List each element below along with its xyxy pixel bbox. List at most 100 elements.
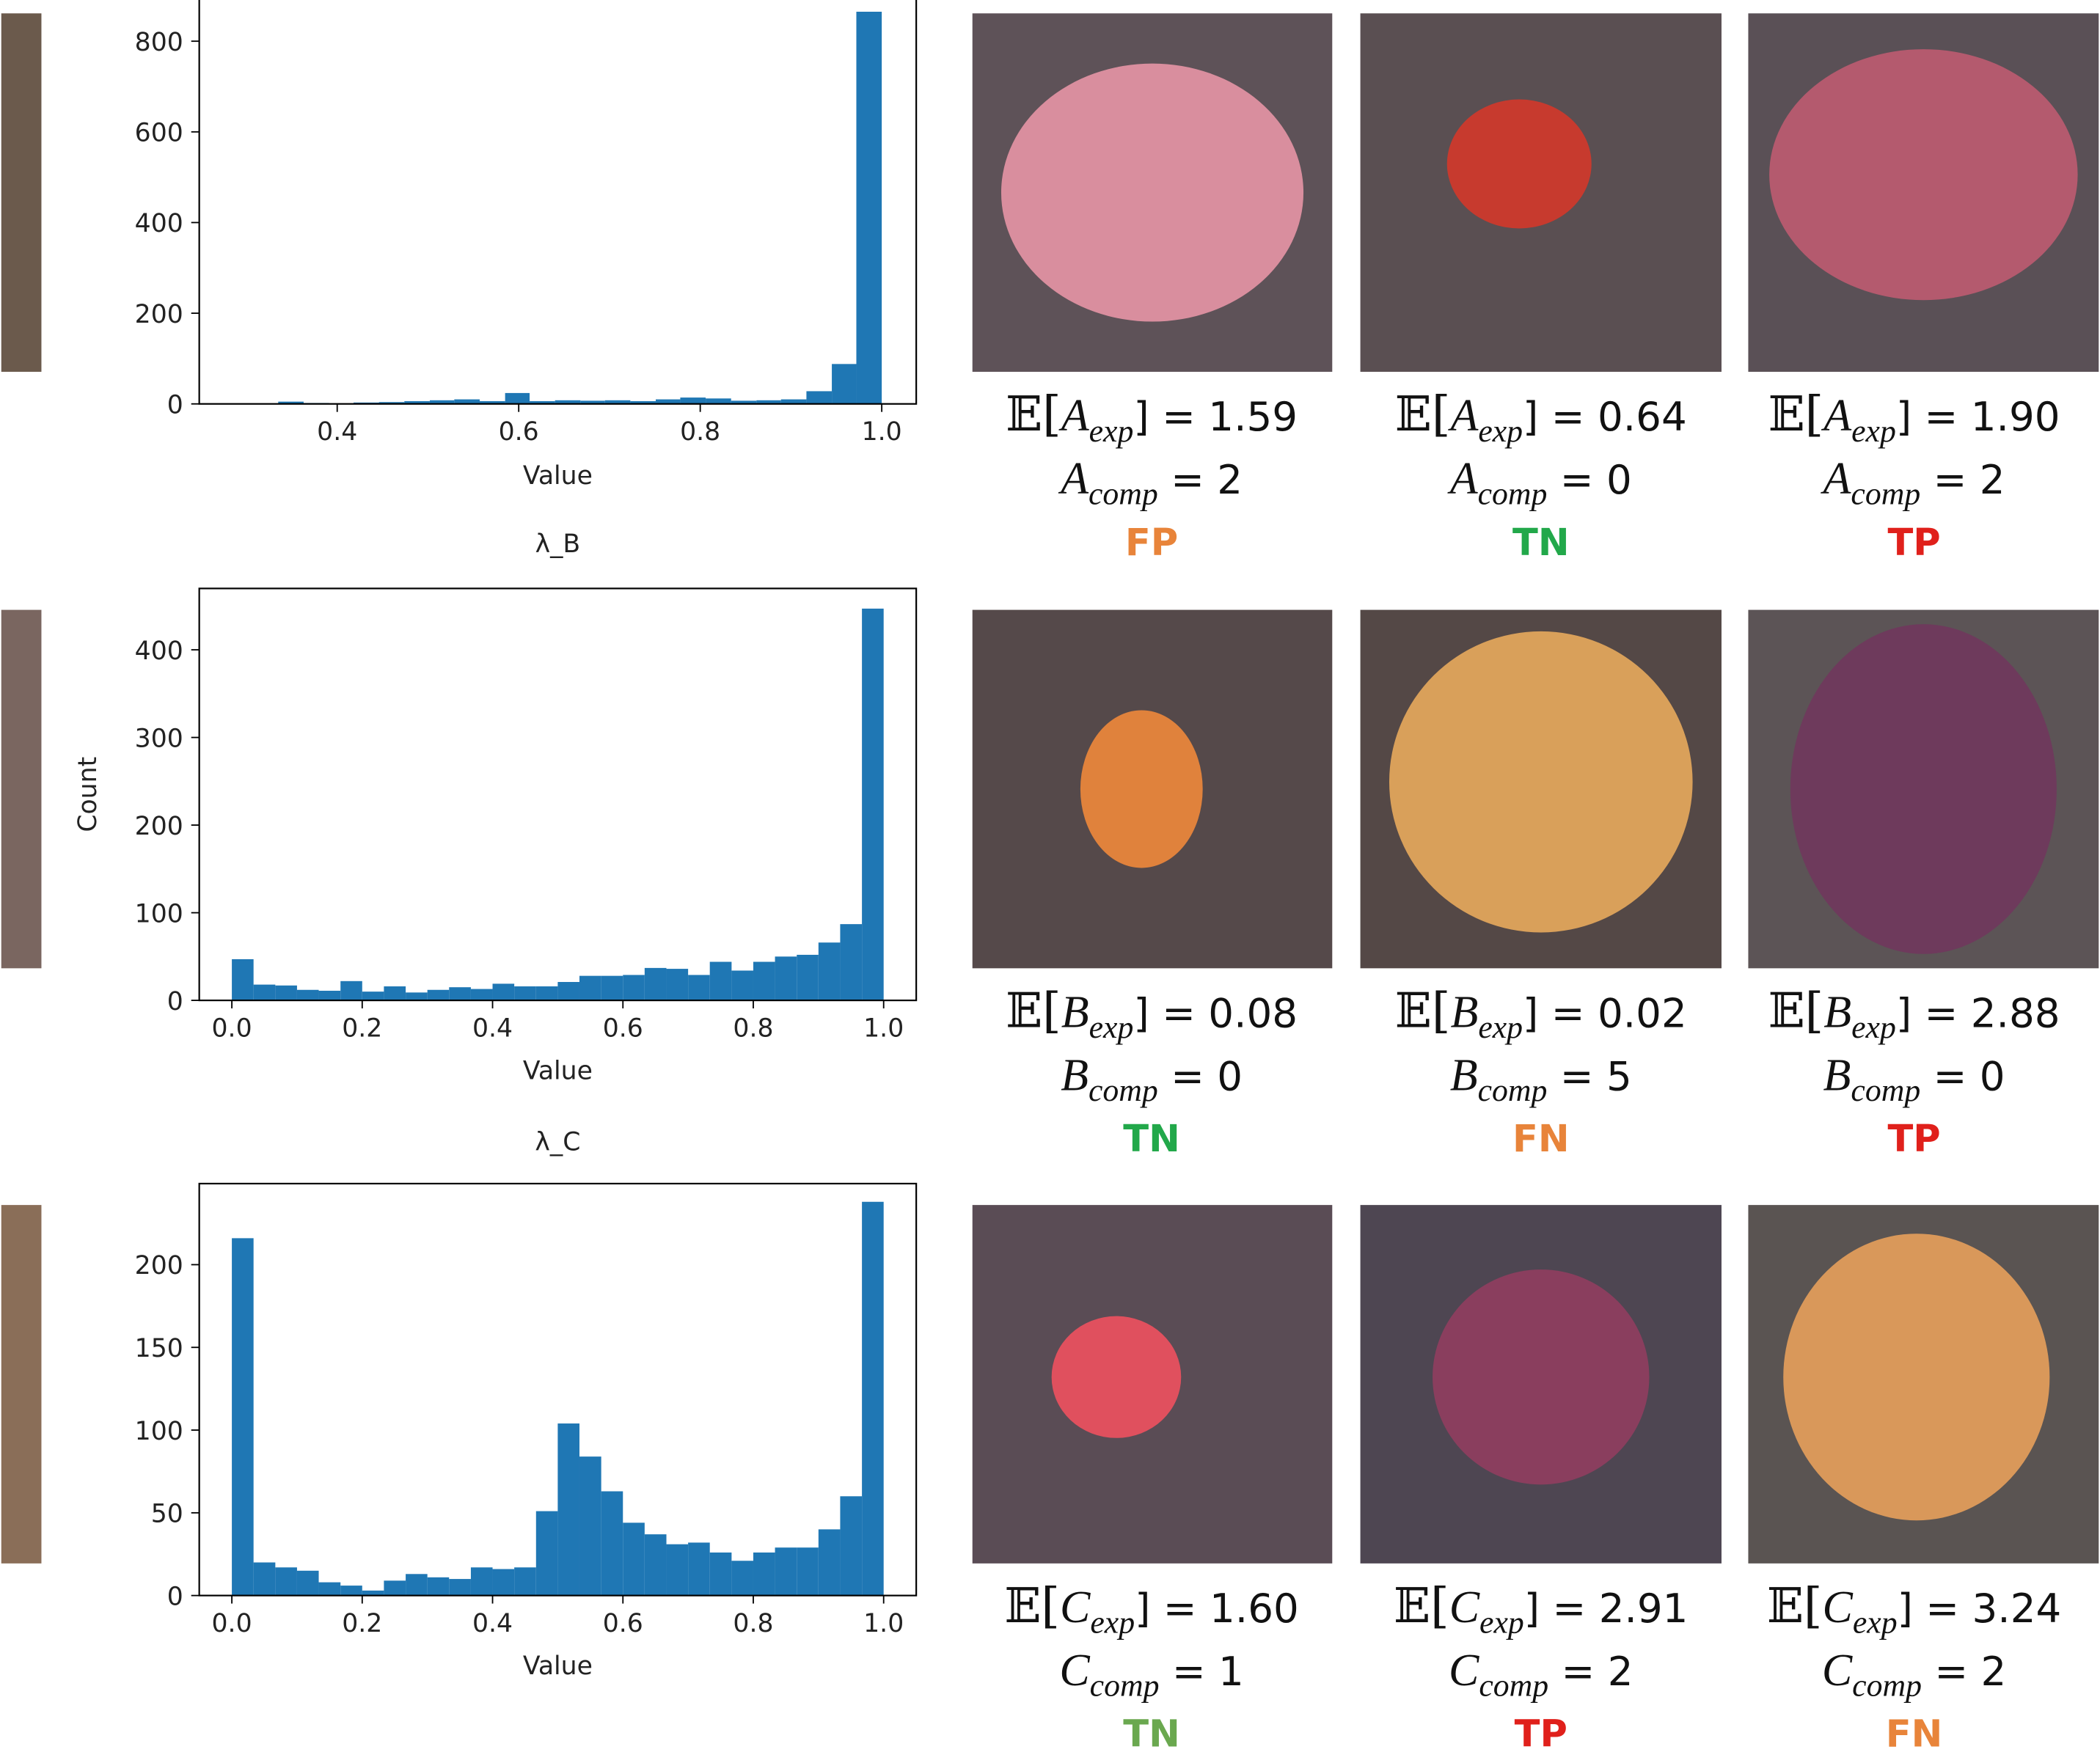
symbol: A xyxy=(1821,454,1852,504)
bar xyxy=(840,924,862,1000)
component-value: = 2 xyxy=(1158,456,1243,503)
x-tick-label: 0.8 xyxy=(733,1609,773,1638)
image-panel xyxy=(973,13,1333,372)
y-tick-label: 800 xyxy=(135,28,183,57)
y-tick-label: 300 xyxy=(135,724,183,753)
x-tick-label: 0.6 xyxy=(603,1014,643,1043)
bar xyxy=(688,975,710,1000)
subscript: comp xyxy=(1089,477,1158,512)
y-tick-label: 0 xyxy=(167,1582,183,1611)
expectation-caption: 𝔼[Bexp] = 0.08 xyxy=(1006,983,1298,1046)
expectation-value: ] = 2.91 xyxy=(1524,1585,1689,1632)
component-value: = 1 xyxy=(1159,1648,1243,1695)
cropped-image xyxy=(1,610,42,969)
bar xyxy=(493,983,515,1000)
bar xyxy=(623,1522,645,1595)
bar xyxy=(493,1569,515,1596)
outcome-label: FP xyxy=(1125,521,1178,565)
expectation-value: ] = 1.60 xyxy=(1135,1585,1299,1632)
bar xyxy=(232,959,254,1000)
bar xyxy=(362,992,384,1000)
subscript: exp xyxy=(1853,1605,1898,1641)
y-tick-label: 200 xyxy=(135,300,183,329)
bar xyxy=(806,391,832,403)
bar xyxy=(856,12,882,404)
bar xyxy=(819,1529,841,1595)
expectation-caption: 𝔼[Bexp] = 0.02 xyxy=(1395,983,1687,1046)
outcome-label: FN xyxy=(1886,1713,1943,1752)
component-value: = 0 xyxy=(1547,456,1631,503)
x-tick-label: 1.0 xyxy=(862,417,902,447)
symbol: B xyxy=(1061,988,1089,1038)
lesion xyxy=(1080,710,1203,868)
subscript: comp xyxy=(1479,1668,1548,1703)
symbol: B xyxy=(1450,988,1478,1038)
x-tick-label: 0.4 xyxy=(472,1014,513,1043)
expectation-caption: 𝔼[Aexp] = 1.90 xyxy=(1768,386,2060,449)
component-value: = 2 xyxy=(1548,1648,1633,1695)
component-value: = 5 xyxy=(1547,1052,1631,1099)
y-tick-label: 400 xyxy=(135,209,183,238)
bar xyxy=(680,397,706,404)
symbol: C xyxy=(1449,1583,1480,1632)
subscript: exp xyxy=(1479,1605,1524,1641)
subscript: exp xyxy=(1478,1010,1523,1045)
expectation-value: ] = 1.59 xyxy=(1133,393,1298,440)
image-panel xyxy=(1361,1205,1722,1564)
cropped-image xyxy=(1,13,42,372)
bar xyxy=(297,1571,319,1596)
bar xyxy=(645,1534,667,1595)
outcome-label: TN xyxy=(1123,1118,1180,1161)
symbol: C xyxy=(1822,1646,1853,1696)
component-value: = 0 xyxy=(1158,1052,1243,1099)
x-tick-label: 0.6 xyxy=(499,417,539,447)
subscript: exp xyxy=(1089,414,1134,449)
image-panel xyxy=(973,1205,1333,1564)
x-tick-label: 0.2 xyxy=(342,1014,382,1043)
x-tick-label: 0.8 xyxy=(680,417,720,447)
bar xyxy=(384,986,406,1000)
subscript: comp xyxy=(1851,477,1920,512)
bar xyxy=(514,1567,536,1595)
outcome-label: TN xyxy=(1512,521,1570,565)
bar xyxy=(557,1423,579,1596)
lesion xyxy=(1389,631,1693,933)
lesion xyxy=(1001,64,1303,322)
symbol: C xyxy=(1060,1583,1091,1632)
symbol: A xyxy=(1447,391,1479,441)
bar xyxy=(840,1496,862,1595)
expectation-value: ] = 1.90 xyxy=(1896,393,2060,440)
x-tick-label: 0.4 xyxy=(472,1609,513,1638)
outcome-label: FN xyxy=(1512,1118,1570,1161)
lesion xyxy=(1790,624,2057,954)
symbol: B xyxy=(1823,1050,1851,1100)
bar xyxy=(797,1547,819,1595)
y-tick-label: 100 xyxy=(135,899,183,928)
bar xyxy=(297,990,319,1000)
lesion xyxy=(1447,100,1592,229)
symbol: B xyxy=(1061,1050,1089,1100)
bar xyxy=(406,1574,428,1595)
subscript: exp xyxy=(1478,414,1523,449)
expectation-value: ] = 3.24 xyxy=(1898,1585,2062,1632)
bar xyxy=(710,1553,732,1596)
bar xyxy=(232,1238,254,1595)
bar xyxy=(645,968,667,1000)
subscript: exp xyxy=(1089,1010,1134,1045)
bar xyxy=(862,1202,884,1596)
bar xyxy=(731,1561,753,1595)
expectation-prefix: 𝔼[ xyxy=(1395,386,1451,442)
expectation-value: ] = 2.88 xyxy=(1896,990,2060,1037)
bar xyxy=(667,1544,689,1596)
image-panel xyxy=(1361,610,1722,969)
expectation-prefix: 𝔼[ xyxy=(1006,386,1061,442)
bar xyxy=(428,990,450,1000)
bar xyxy=(505,393,530,404)
bar xyxy=(275,986,297,1000)
bar xyxy=(449,1579,471,1596)
bar xyxy=(862,609,884,1000)
bar xyxy=(775,1547,797,1595)
subscript: comp xyxy=(1090,1668,1160,1703)
symbol: C xyxy=(1449,1646,1479,1696)
x-tick-label: 0.4 xyxy=(317,417,357,447)
